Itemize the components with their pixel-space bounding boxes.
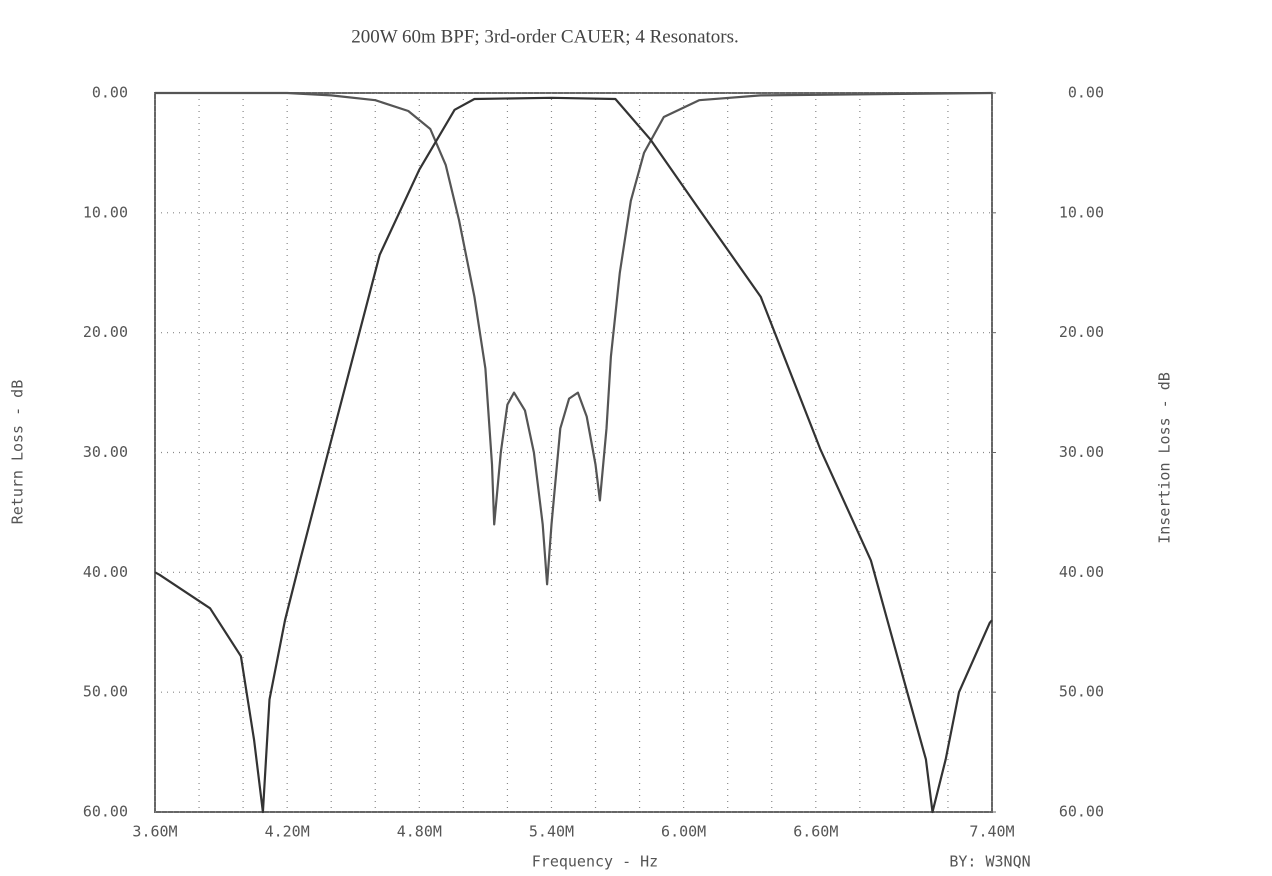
y2-tick-label: 10.00 xyxy=(1059,203,1104,221)
y-axis-label: Return Loss - dB xyxy=(9,380,27,525)
y-tick-label: 10.00 xyxy=(83,203,128,221)
plot-frame xyxy=(154,92,993,813)
chart-title: 200W 60m BPF; 3rd-order CAUER; 4 Resonat… xyxy=(351,26,739,47)
y-tick-label: 50.00 xyxy=(83,683,128,701)
y2-tick-label: 50.00 xyxy=(1059,683,1104,701)
y-tick-label: 0.00 xyxy=(92,84,128,102)
x-tick-label: 3.60M xyxy=(132,823,177,841)
x-tick-label: 6.60M xyxy=(793,823,838,841)
y-tick-label: 30.00 xyxy=(83,443,128,461)
y-tick-label: 20.00 xyxy=(83,323,128,341)
x-tick-label: 4.80M xyxy=(397,823,442,841)
y-tick-label: 60.00 xyxy=(83,803,128,821)
x-axis-label: Frequency - Hz xyxy=(532,853,658,871)
x-tick-label: 5.40M xyxy=(529,823,574,841)
y2-tick-label: 30.00 xyxy=(1059,443,1104,461)
y2-tick-label: 60.00 xyxy=(1059,803,1104,821)
series-line xyxy=(154,96,993,814)
y2-tick-label: 20.00 xyxy=(1059,323,1104,341)
x-tick-label: 4.20M xyxy=(265,823,310,841)
y2-axis-label: Insertion Loss - dB xyxy=(1156,372,1174,544)
x-tick-label: 7.40M xyxy=(969,823,1014,841)
y2-tick-label: 0.00 xyxy=(1068,84,1104,102)
y2-tick-label: 40.00 xyxy=(1059,563,1104,581)
credit: BY: W3NQN xyxy=(949,853,1030,871)
x-tick-label: 6.00M xyxy=(661,823,706,841)
series-line xyxy=(155,91,993,586)
y-tick-label: 40.00 xyxy=(83,563,128,581)
